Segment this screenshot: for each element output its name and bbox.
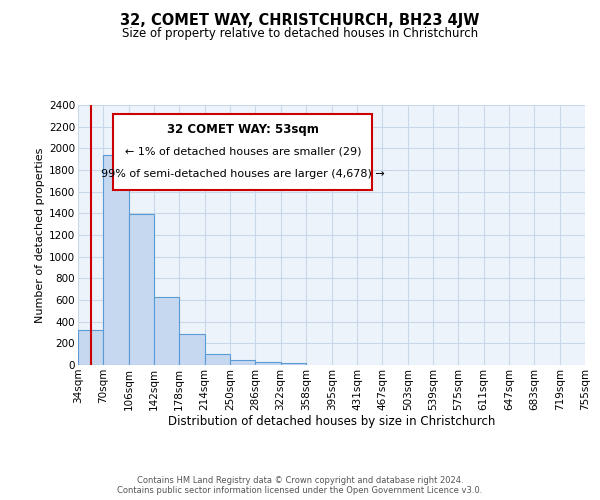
- Text: Size of property relative to detached houses in Christchurch: Size of property relative to detached ho…: [122, 28, 478, 40]
- Bar: [205, 354, 230, 365]
- FancyBboxPatch shape: [113, 114, 372, 190]
- Text: 32 COMET WAY: 53sqm: 32 COMET WAY: 53sqm: [167, 124, 319, 136]
- Bar: [154, 296, 179, 365]
- Text: 99% of semi-detached houses are larger (4,678) →: 99% of semi-detached houses are larger (…: [101, 168, 385, 178]
- Text: ← 1% of detached houses are smaller (29): ← 1% of detached houses are smaller (29): [125, 147, 361, 157]
- Bar: [230, 360, 255, 365]
- Bar: [281, 363, 306, 365]
- Bar: [78, 330, 103, 365]
- Bar: [128, 214, 154, 365]
- Text: Contains public sector information licensed under the Open Government Licence v3: Contains public sector information licen…: [118, 486, 482, 495]
- Bar: [255, 362, 281, 365]
- Text: 32, COMET WAY, CHRISTCHURCH, BH23 4JW: 32, COMET WAY, CHRISTCHURCH, BH23 4JW: [121, 12, 479, 28]
- Bar: [179, 334, 205, 365]
- Text: Contains HM Land Registry data © Crown copyright and database right 2024.: Contains HM Land Registry data © Crown c…: [137, 476, 463, 485]
- Bar: [103, 155, 128, 365]
- Y-axis label: Number of detached properties: Number of detached properties: [35, 148, 45, 322]
- X-axis label: Distribution of detached houses by size in Christchurch: Distribution of detached houses by size …: [168, 416, 495, 428]
